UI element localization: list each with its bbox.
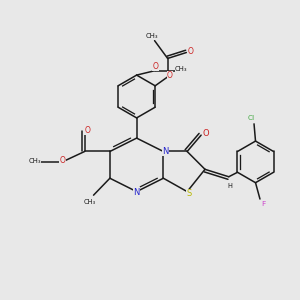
- Text: O: O: [188, 46, 194, 56]
- Text: N: N: [163, 147, 169, 156]
- Text: N: N: [134, 188, 140, 197]
- Text: O: O: [202, 129, 209, 138]
- Text: CH₃: CH₃: [145, 33, 158, 39]
- Text: Cl: Cl: [248, 116, 255, 122]
- Text: CH₃: CH₃: [84, 199, 96, 205]
- Text: CH₃: CH₃: [28, 158, 41, 164]
- Text: O: O: [85, 126, 91, 135]
- Text: F: F: [261, 201, 266, 207]
- Text: S: S: [187, 190, 192, 199]
- Text: CH₃: CH₃: [175, 66, 188, 72]
- Text: O: O: [153, 62, 159, 71]
- Text: H: H: [228, 183, 233, 189]
- Text: O: O: [59, 156, 65, 165]
- Text: O: O: [167, 71, 173, 80]
